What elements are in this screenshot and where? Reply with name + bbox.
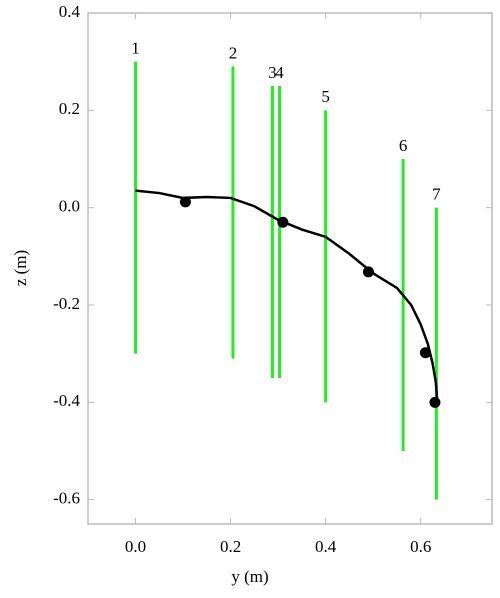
segment-label: 2 (229, 43, 238, 62)
y-tick-label: 0.0 (59, 197, 80, 216)
x-tick-label: 0.4 (315, 537, 337, 556)
segment-label: 5 (321, 87, 330, 106)
segment-label: 7 (432, 185, 441, 204)
x-tick-label: 0.2 (220, 537, 241, 556)
segment-label: 3 (268, 63, 277, 82)
y-tick-label: 0.4 (59, 2, 81, 21)
marker (419, 347, 431, 359)
x-axis-label: y (m) (231, 567, 268, 586)
y-tick-label: -0.2 (53, 294, 80, 313)
y-tick-label: -0.4 (53, 391, 80, 410)
y-tick-label: -0.6 (53, 489, 80, 508)
segment-label: 4 (275, 63, 284, 82)
segment-label: 6 (399, 136, 408, 155)
y-tick-label: 0.2 (59, 99, 80, 118)
segment-label: 1 (131, 39, 140, 58)
marker (429, 396, 441, 408)
marker (277, 216, 289, 228)
y-axis-label: z (m) (11, 250, 30, 286)
x-tick-label: 0.6 (410, 537, 431, 556)
marker (362, 266, 374, 278)
x-tick-label: 0.0 (125, 537, 146, 556)
marker (179, 196, 191, 208)
plot-frame (87, 12, 493, 525)
curve (135, 189, 439, 403)
